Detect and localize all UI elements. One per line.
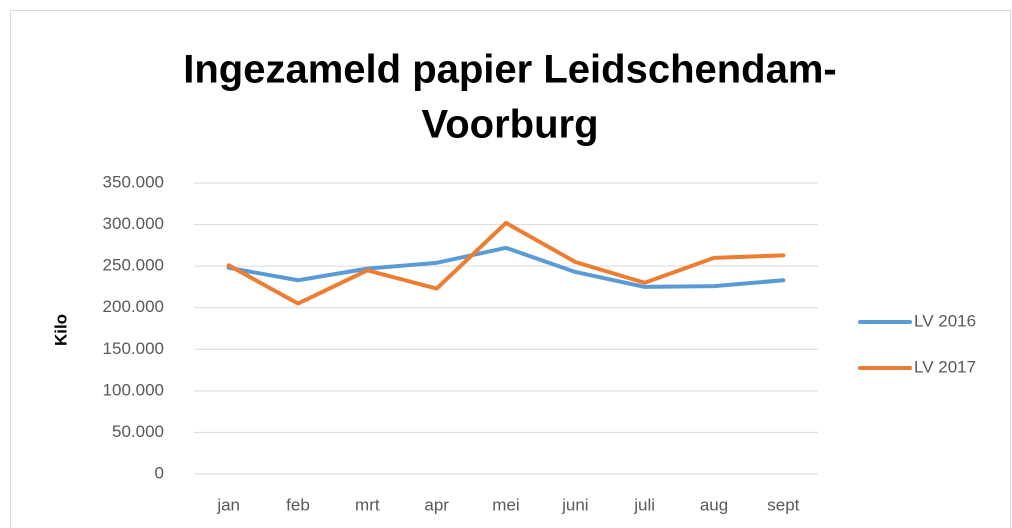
y-tick-label: 150.000 <box>103 339 164 358</box>
x-tick-label: juni <box>561 495 588 514</box>
x-tick-label: aug <box>700 495 728 514</box>
x-tick-label: apr <box>424 495 449 514</box>
chart-title: Voorburg <box>421 103 598 147</box>
data-line <box>226 220 786 306</box>
chart-title: Ingezameld papier Leidschendam- <box>183 48 837 92</box>
data-line <box>226 245 786 289</box>
y-tick-label: 50.000 <box>112 422 164 441</box>
y-tick-label: 200.000 <box>103 297 164 316</box>
y-tick-label: 350.000 <box>103 172 164 191</box>
x-tick-label: sept <box>767 495 799 514</box>
legend-label: LV 2017 <box>914 357 976 376</box>
x-tick-label: juli <box>633 495 655 514</box>
x-tick-label: mei <box>492 495 519 514</box>
chart-frame <box>10 10 1011 528</box>
y-tick-label: 100.000 <box>103 380 164 399</box>
x-tick-label: mrt <box>355 495 380 514</box>
y-tick-label: 250.000 <box>103 256 164 275</box>
x-tick-label: jan <box>216 495 240 514</box>
y-axis-title: Kilo <box>51 314 70 346</box>
y-tick-label: 0 <box>155 463 164 482</box>
x-tick-label: feb <box>286 495 310 514</box>
y-tick-label: 300.000 <box>103 214 164 233</box>
legend-label: LV 2016 <box>914 311 976 330</box>
